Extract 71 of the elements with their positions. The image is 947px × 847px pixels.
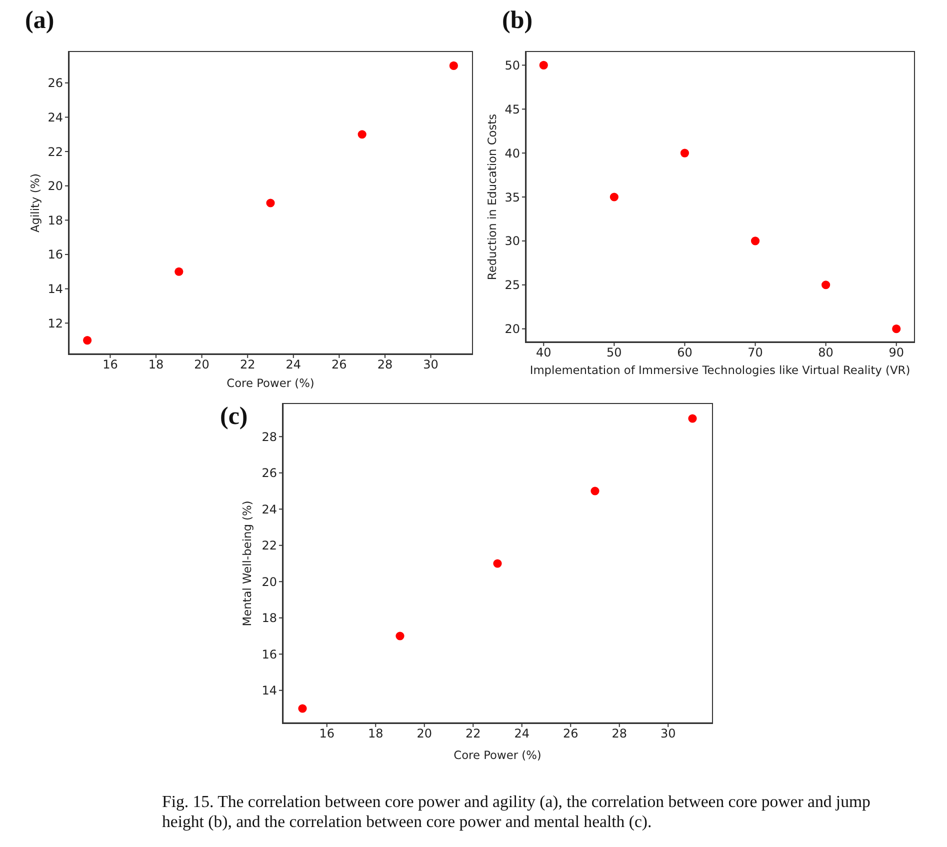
- y-tick-label: 16: [48, 248, 63, 262]
- y-tick-label: 26: [262, 466, 277, 480]
- x-tick-label: 30: [660, 726, 676, 741]
- point: [688, 414, 697, 423]
- y-tick-label: 26: [48, 76, 63, 90]
- y-tick-label: 50: [504, 58, 520, 72]
- y-tick-label: 20: [504, 322, 520, 336]
- y-tick-label: 20: [262, 574, 277, 589]
- x-tick-label: 28: [612, 726, 628, 741]
- x-tick-label: 22: [465, 726, 481, 741]
- point: [174, 267, 184, 276]
- y-tick-label: 24: [262, 502, 277, 516]
- y-axis-title: Mental Well-being (%): [240, 500, 254, 626]
- chart-title: (c): [220, 402, 248, 432]
- y-axis-title: Agility (%): [28, 173, 42, 233]
- y-tick-label: 35: [504, 190, 520, 204]
- caption: Fig. 15. The correlation between core power and agility (a), the correlation between core power and jump height (b), and the correlation between core power and mental health (c).: [162, 792, 872, 832]
- y-tick-label: 22: [262, 538, 277, 553]
- y-tick-label: 28: [262, 430, 277, 444]
- x-axis-title: Core Power (%): [454, 748, 542, 762]
- point: [449, 61, 458, 70]
- y-tick-label: 24: [48, 110, 63, 124]
- point: [266, 198, 275, 208]
- x-tick-label: 18: [368, 726, 384, 741]
- y-tick-label: 20: [48, 179, 63, 194]
- y-tick-label: 18: [48, 213, 63, 228]
- point: [680, 148, 690, 158]
- x-tick-label: 22: [240, 358, 256, 372]
- point: [892, 324, 901, 334]
- x-tick-label: 16: [102, 358, 118, 372]
- x-tick-label: 60: [677, 346, 692, 360]
- x-tick-label: 20: [194, 358, 210, 372]
- x-tick-label: 16: [319, 726, 335, 741]
- chart-title: (b): [502, 6, 533, 36]
- x-tick-label: 50: [606, 346, 622, 360]
- x-tick-label: 40: [536, 346, 552, 360]
- x-tick-label: 24: [286, 358, 302, 372]
- chart-title: (a): [25, 6, 54, 36]
- y-tick-label: 22: [48, 144, 63, 159]
- point: [539, 60, 548, 70]
- y-tick-label: 12: [48, 316, 63, 330]
- y-axis-title: Reduction in Education Costs: [485, 114, 499, 280]
- x-tick-label: 90: [888, 346, 904, 360]
- point: [83, 336, 92, 345]
- x-tick-label: 30: [423, 358, 438, 372]
- y-tick-label: 45: [504, 102, 520, 116]
- point: [298, 704, 307, 713]
- x-tick-label: 80: [818, 346, 834, 360]
- point: [750, 236, 760, 246]
- y-tick-label: 25: [504, 278, 520, 292]
- x-tick-label: 18: [148, 358, 164, 372]
- x-tick-label: 26: [562, 726, 578, 741]
- point: [590, 486, 600, 496]
- x-tick-label: 20: [416, 726, 432, 741]
- x-tick-label: 28: [377, 358, 393, 372]
- x-axis-title: Implementation of Immersive Technologies like Virtual Reality (VR): [530, 363, 910, 377]
- x-axis-title: Core Power (%): [226, 376, 314, 390]
- x-tick-label: 70: [748, 346, 763, 360]
- point: [822, 280, 830, 290]
- y-tick-label: 18: [262, 611, 277, 626]
- y-tick-label: 14: [48, 282, 63, 296]
- point: [493, 559, 502, 568]
- point: [358, 130, 366, 139]
- y-tick-label: 30: [504, 234, 520, 248]
- point: [396, 632, 404, 640]
- x-tick-label: 26: [332, 358, 347, 372]
- y-tick-label: 40: [504, 146, 520, 160]
- x-tick-label: 24: [514, 726, 530, 741]
- y-tick-label: 16: [262, 647, 277, 662]
- point: [610, 192, 618, 202]
- y-tick-label: 14: [262, 684, 277, 698]
